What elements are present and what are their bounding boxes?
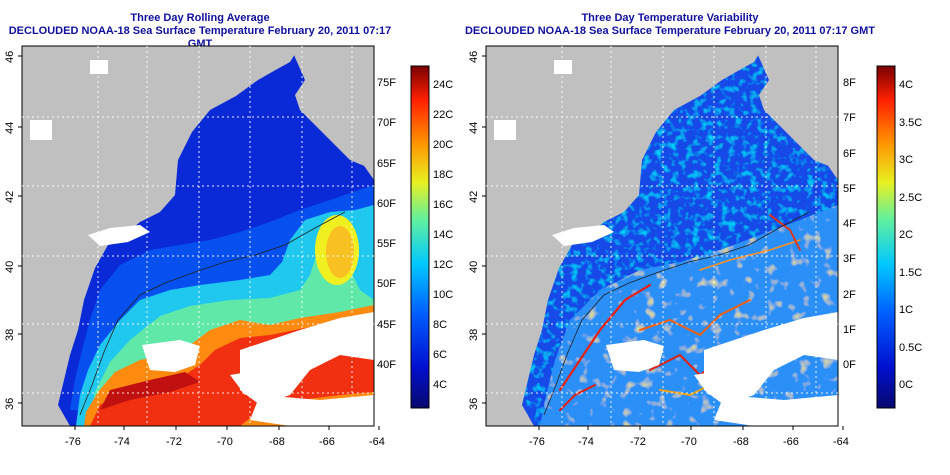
right-y-tick-label: 38 [468, 328, 480, 341]
right-colorbar-f-label: 6F [843, 147, 856, 160]
left-colorbar-c-label: 12C [433, 259, 454, 271]
left-x-tick-label: -64 [369, 436, 385, 448]
left-title-line1: Three Day Rolling Average [130, 12, 270, 24]
right-cloud-land [554, 60, 572, 74]
left-colorbar-c-label: 24C [433, 79, 454, 91]
left-x-tick-label: -68 [269, 436, 285, 448]
right-colorbar-f-label: 7F [843, 112, 856, 125]
left-x-tick-label: -70 [217, 436, 233, 448]
right-colorbar-c-label: 3.5C [899, 116, 923, 129]
left-warm-core-ring-center [326, 226, 354, 278]
left-gridlines [22, 46, 374, 426]
right-colorbar-c-label: 1.5C [899, 266, 923, 279]
left-colorbar-c-label: 4C [433, 379, 448, 391]
left-colorbar-c-label: 18C [433, 169, 454, 181]
left-x-tick-label: -74 [114, 436, 130, 448]
left-colorbar-f-label: 60F [377, 197, 396, 210]
left-colorbar-f-label: 70F [377, 117, 396, 130]
left-y-tick-label: 42 [4, 190, 16, 203]
right-x-tick-label: -66 [783, 436, 799, 448]
right-colorbar-f-label: 2F [843, 288, 856, 301]
right-colorbar-f-label: 4F [843, 218, 856, 230]
right-colorbar-f-label: 8F [843, 77, 856, 89]
right-colorbar-f-label: 1F [843, 323, 856, 336]
left-map [22, 46, 374, 426]
axis-ticks [18, 55, 844, 430]
left-colorbar-c-label: 6C [433, 349, 448, 361]
right-colorbar-f-label: 5F [843, 182, 856, 195]
left-colorbar-c-label: 16C [433, 199, 454, 211]
left-colorbar-f-label: 40F [377, 359, 396, 371]
left-colorbar-f-label: 65F [377, 157, 396, 170]
right-map [486, 46, 838, 426]
right-gradient-filaments [558, 214, 801, 411]
right-gridlines [486, 46, 838, 426]
right-x-tick-label: -68 [733, 436, 749, 448]
right-y-tick-label: 44 [468, 121, 480, 134]
left-map-frame [21, 45, 375, 427]
right-y-tick-label: 46 [468, 50, 480, 63]
right-shelf-contour [543, 211, 810, 416]
right-colorbar-c-label: 0.5C [899, 341, 923, 354]
left-shelf-contour [79, 211, 346, 416]
left-cloud-lake [30, 120, 52, 140]
right-colorbar-c-label: 2.5C [899, 191, 923, 204]
left-colorbar-f-label: 55F [377, 238, 396, 251]
left-colorbar-c-label: 10C [433, 289, 454, 301]
right-colorbar-f-label: 3F [843, 253, 856, 266]
left-x-tick-label: -66 [319, 436, 335, 448]
left-y-tick-label: 38 [4, 328, 16, 341]
right-colorbar-c-label: 3C [899, 154, 914, 166]
right-colorbar-f-label: 0F [843, 359, 856, 371]
left-cloud-patch [88, 225, 150, 246]
right-colorbar-c-label: 4C [899, 79, 914, 91]
right-cloud-mask [606, 312, 838, 426]
right-colorbar [876, 65, 896, 409]
right-cloud-patch [552, 225, 614, 246]
right-title-line1: Three Day Temperature Variability [581, 12, 759, 24]
right-y-tick-label: 42 [468, 190, 480, 203]
right-y-tick-label: 36 [468, 397, 480, 410]
right-y-tick-label: 40 [468, 260, 480, 273]
left-cloud-mask [142, 312, 374, 426]
left-y-tick-label: 44 [4, 121, 16, 134]
left-colorbar-c-label: 20C [433, 139, 454, 151]
right-x-tick-label: -64 [833, 436, 849, 448]
left-x-tick-label: -72 [166, 436, 182, 448]
left-colorbar-c-label: 8C [433, 319, 448, 331]
left-colorbar [410, 65, 430, 409]
left-colorbar-f-label: 45F [377, 318, 396, 331]
right-cloud-lake [494, 120, 516, 140]
right-x-tick-label: -70 [681, 436, 697, 448]
left-colorbar-c-label: 14C [433, 229, 454, 241]
left-y-tick-label: 36 [4, 397, 16, 410]
left-cloud-land [90, 60, 108, 74]
left-x-tick-label: -76 [65, 436, 81, 448]
right-colorbar-c-label: 2C [899, 229, 914, 241]
right-map-frame [485, 45, 839, 427]
left-gulf-stream-deep [100, 372, 200, 410]
right-x-tick-label: -76 [529, 436, 545, 448]
left-colorbar-c-label: 22C [433, 109, 454, 121]
left-colorbar-f-label: 75F [377, 77, 396, 89]
left-y-tick-label: 46 [4, 50, 16, 63]
right-map-title: Three Day Temperature Variability DECLOU… [460, 12, 880, 38]
left-colorbar-f-label: 50F [377, 278, 396, 291]
right-x-tick-label: -74 [578, 436, 594, 448]
left-y-tick-label: 40 [4, 260, 16, 273]
right-colorbar-c-label: 0C [899, 379, 914, 391]
right-title-line2: DECLOUDED NOAA-18 Sea Surface Temperatur… [464, 25, 875, 37]
right-x-tick-label: -72 [630, 436, 646, 448]
right-colorbar-c-label: 1C [899, 304, 914, 316]
